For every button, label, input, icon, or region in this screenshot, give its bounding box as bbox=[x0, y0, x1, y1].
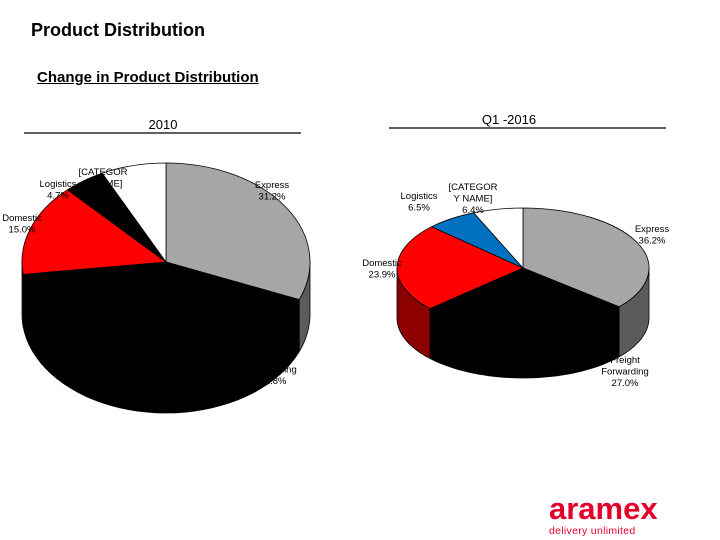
chart-title: Q1 -2016 bbox=[482, 112, 536, 127]
data-label-category-name: [CATEGOR Y NAME] 6.4% bbox=[449, 182, 498, 216]
pie-slice-express bbox=[522, 207, 650, 308]
pie-slice-express bbox=[165, 162, 311, 301]
data-label-domestic: Domestic 15.0% bbox=[2, 213, 42, 236]
pie-chart-1: 2010 Express 31.2% Freight Forwarding 41.8% Do… bbox=[2, 117, 311, 414]
logo-wordmark: aramex bbox=[549, 491, 658, 526]
data-label-domestic: Domestic 23.9% bbox=[362, 258, 402, 281]
data-label-logistics: Logistics 4.7% bbox=[40, 179, 77, 202]
aramex-logo: aramex delivery unlimited bbox=[549, 491, 694, 537]
data-label-express: Express 36.2% bbox=[635, 224, 670, 247]
data-label-freight-forwarding: Freight Forwarding 27.0% bbox=[601, 355, 649, 389]
data-label-freight-forwarding: Freight Forwarding 41.8% bbox=[249, 353, 297, 387]
data-label-logistics: Logistics 6.5% bbox=[401, 191, 438, 214]
pie-slice-freight-forwarding bbox=[429, 267, 621, 329]
pie-chart-2: Q1 -2016 Express 36.2% Freight Forwarding 27.… bbox=[362, 112, 669, 389]
pie-charts: 2010 Express 31.2% Freight Forwarding 41.8% Do… bbox=[2, 112, 669, 414]
pie-slice-domestic bbox=[21, 189, 168, 275]
pie-slice-freight-forwarding bbox=[22, 261, 300, 362]
page-title: Product Distribution bbox=[31, 20, 205, 40]
pie-slice-category-name bbox=[472, 207, 524, 270]
data-label-category-name: [CATEGOR Y NAME] 7.3% bbox=[79, 167, 128, 201]
data-label-express: Express 31.2% bbox=[255, 180, 290, 203]
page-subtitle: Change in Product Distribution bbox=[37, 69, 259, 86]
chart-title: 2010 bbox=[149, 117, 178, 132]
pie-slice-category-name bbox=[101, 162, 167, 264]
logo-tagline: delivery unlimited bbox=[549, 525, 636, 537]
pie-slice-domestic bbox=[396, 226, 524, 309]
